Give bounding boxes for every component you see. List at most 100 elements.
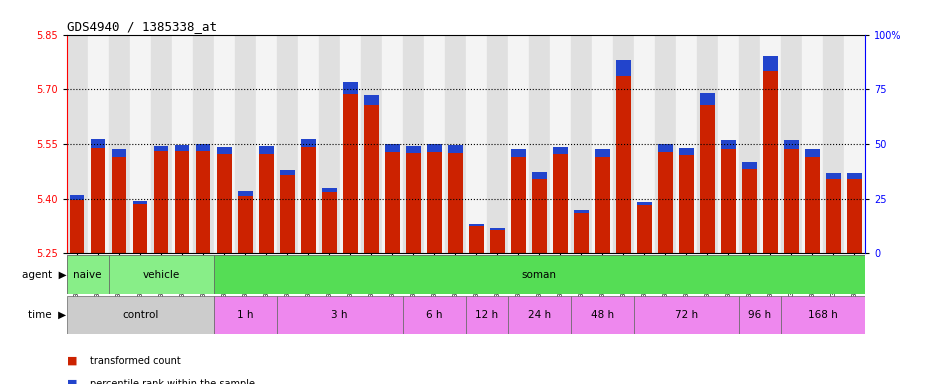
Bar bbox=[426, 144, 441, 152]
Bar bbox=[448, 145, 462, 253]
Bar bbox=[553, 147, 568, 154]
Bar bbox=[385, 144, 400, 253]
Text: 168 h: 168 h bbox=[808, 310, 838, 320]
Text: percentile rank within the sample: percentile rank within the sample bbox=[90, 379, 254, 384]
Bar bbox=[487, 35, 508, 253]
Bar bbox=[67, 255, 108, 294]
Bar bbox=[508, 296, 571, 334]
Bar bbox=[553, 147, 568, 253]
Bar bbox=[319, 35, 339, 253]
Bar bbox=[238, 192, 253, 253]
Bar bbox=[574, 210, 588, 213]
Bar bbox=[175, 145, 190, 151]
Bar bbox=[216, 147, 231, 154]
Bar bbox=[511, 149, 525, 157]
Text: 96 h: 96 h bbox=[748, 310, 771, 320]
Bar bbox=[759, 35, 781, 253]
Bar bbox=[465, 35, 487, 253]
Bar bbox=[322, 188, 337, 253]
Bar bbox=[616, 60, 631, 76]
Bar bbox=[402, 35, 424, 253]
Bar bbox=[634, 296, 739, 334]
Bar bbox=[697, 35, 718, 253]
Bar bbox=[549, 35, 571, 253]
Bar bbox=[214, 255, 865, 294]
Bar bbox=[571, 35, 592, 253]
Bar bbox=[805, 149, 820, 253]
Bar bbox=[574, 210, 588, 253]
Bar bbox=[322, 188, 337, 192]
Bar bbox=[763, 56, 778, 71]
Bar bbox=[592, 35, 612, 253]
Bar bbox=[826, 173, 841, 253]
Bar bbox=[192, 35, 214, 253]
Bar bbox=[280, 170, 294, 253]
Bar bbox=[343, 82, 358, 253]
Bar bbox=[69, 195, 84, 253]
Bar bbox=[172, 35, 192, 253]
Text: vehicle: vehicle bbox=[142, 270, 179, 280]
Bar bbox=[469, 224, 484, 253]
Bar bbox=[718, 35, 739, 253]
Bar bbox=[532, 172, 547, 179]
Bar bbox=[508, 35, 529, 253]
Bar bbox=[108, 255, 214, 294]
Bar bbox=[739, 296, 781, 334]
Bar bbox=[676, 35, 697, 253]
Bar bbox=[529, 35, 549, 253]
Bar bbox=[781, 35, 802, 253]
Bar bbox=[595, 149, 610, 157]
Text: 12 h: 12 h bbox=[475, 310, 499, 320]
Bar bbox=[214, 296, 277, 334]
Bar bbox=[175, 145, 190, 253]
Bar bbox=[700, 93, 715, 105]
Bar bbox=[637, 202, 651, 205]
Text: 3 h: 3 h bbox=[331, 310, 348, 320]
Bar bbox=[112, 149, 127, 157]
Bar bbox=[67, 35, 88, 253]
Bar bbox=[784, 141, 798, 149]
Bar bbox=[91, 139, 105, 148]
Bar bbox=[426, 144, 441, 253]
Bar bbox=[361, 35, 382, 253]
Bar bbox=[823, 35, 844, 253]
Bar bbox=[196, 144, 211, 151]
Bar bbox=[133, 200, 147, 253]
Text: transformed count: transformed count bbox=[90, 356, 180, 366]
Bar bbox=[655, 35, 676, 253]
Bar bbox=[448, 145, 462, 153]
Text: 1 h: 1 h bbox=[237, 310, 253, 320]
Bar bbox=[67, 296, 214, 334]
Bar bbox=[382, 35, 402, 253]
Text: soman: soman bbox=[522, 270, 557, 280]
Bar bbox=[280, 170, 294, 175]
Bar bbox=[739, 35, 759, 253]
Bar bbox=[612, 35, 634, 253]
Bar bbox=[298, 35, 319, 253]
Bar bbox=[196, 144, 211, 253]
Bar bbox=[658, 144, 672, 253]
Bar bbox=[595, 149, 610, 253]
Bar bbox=[154, 146, 168, 151]
Bar bbox=[490, 228, 505, 253]
Text: ■: ■ bbox=[67, 356, 77, 366]
Text: 24 h: 24 h bbox=[527, 310, 550, 320]
Bar bbox=[637, 202, 651, 253]
Bar bbox=[364, 95, 378, 253]
Bar bbox=[385, 144, 400, 152]
Bar bbox=[679, 148, 694, 155]
Bar bbox=[277, 35, 298, 253]
Bar bbox=[634, 35, 655, 253]
Text: GDS4940 / 1385338_at: GDS4940 / 1385338_at bbox=[67, 20, 216, 33]
Bar bbox=[742, 162, 757, 253]
Bar bbox=[108, 35, 130, 253]
Bar bbox=[88, 35, 108, 253]
Bar bbox=[235, 35, 255, 253]
Bar bbox=[802, 35, 823, 253]
Bar bbox=[364, 95, 378, 105]
Bar bbox=[91, 139, 105, 253]
Bar bbox=[214, 35, 235, 253]
Bar bbox=[445, 35, 465, 253]
Bar bbox=[259, 146, 274, 253]
Bar bbox=[658, 144, 672, 152]
